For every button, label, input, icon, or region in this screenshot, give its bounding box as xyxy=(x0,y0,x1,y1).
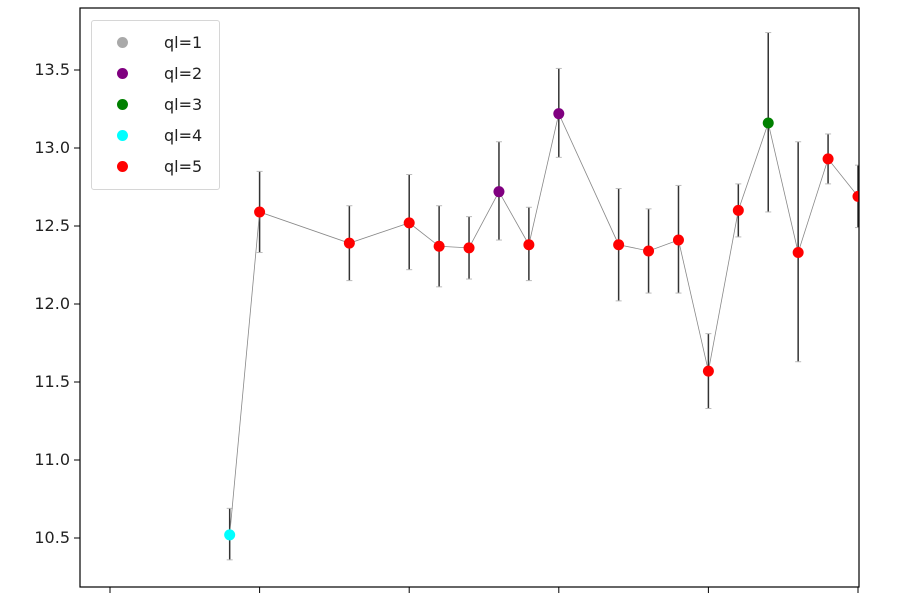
legend-item-ql5: ql=5 xyxy=(92,155,219,179)
data-point xyxy=(822,153,834,165)
legend-marker-icon xyxy=(117,99,128,110)
data-point xyxy=(463,242,475,254)
legend-label: ql=1 xyxy=(164,33,203,52)
y-tick-label: 11.5 xyxy=(34,372,70,391)
legend-item-ql2: ql=2 xyxy=(92,62,219,86)
legend-item-ql1: ql=1 xyxy=(92,31,219,55)
y-tick-label: 12.0 xyxy=(34,294,70,313)
legend-marker-icon xyxy=(117,68,128,79)
plot-content xyxy=(224,32,859,561)
data-point xyxy=(762,117,774,129)
y-tick-label: 13.5 xyxy=(34,60,70,79)
data-point xyxy=(224,529,236,541)
data-point xyxy=(732,204,744,216)
legend-marker-icon xyxy=(117,37,128,48)
connecting-line xyxy=(229,112,859,535)
y-tick-label: 11.0 xyxy=(34,450,70,469)
y-tick-label: 12.5 xyxy=(34,216,70,235)
legend-label: ql=3 xyxy=(164,95,203,114)
data-point xyxy=(523,239,535,251)
data-point xyxy=(702,365,714,377)
data-point xyxy=(553,108,565,120)
legend-label: ql=4 xyxy=(164,126,203,145)
data-point xyxy=(643,245,655,257)
data-point xyxy=(433,240,445,252)
data-point xyxy=(343,237,355,249)
data-point xyxy=(792,247,804,259)
data-point xyxy=(403,217,415,229)
legend-marker-icon xyxy=(117,130,128,141)
legend-label: ql=5 xyxy=(164,157,203,176)
axes-frame xyxy=(79,7,860,588)
data-point xyxy=(493,186,505,198)
data-point xyxy=(672,234,684,246)
legend-item-ql4: ql=4 xyxy=(92,124,219,148)
data-point xyxy=(254,206,266,218)
legend-marker-icon xyxy=(117,161,128,172)
legend-label: ql=2 xyxy=(164,64,203,83)
data-point xyxy=(852,190,859,202)
y-tick-label: 10.5 xyxy=(34,528,70,547)
y-tick-label: 13.0 xyxy=(34,138,70,157)
legend-item-ql3: ql=3 xyxy=(92,93,219,117)
legend: ql=1 ql=2 ql=3 ql=4 ql=5 xyxy=(91,20,220,190)
data-point xyxy=(613,239,625,251)
